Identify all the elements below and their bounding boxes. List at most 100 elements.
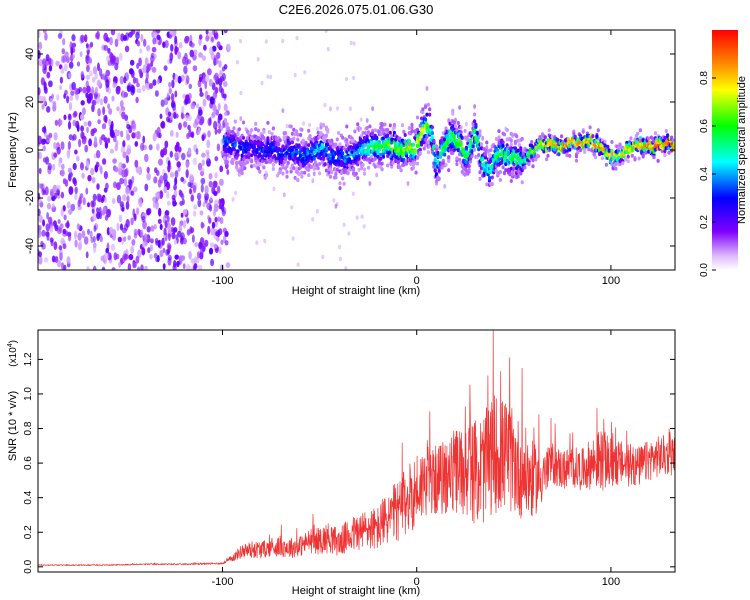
- spectrogram-cell: [169, 150, 173, 158]
- spectrogram-cell: [114, 62, 119, 71]
- spectrogram-cell: [146, 208, 151, 216]
- spectrogram-cell: [409, 161, 413, 166]
- spectrogram-cell: [247, 155, 251, 160]
- spectrogram-x-ticks: -100 0 100: [211, 30, 620, 287]
- spectrogram-cell: [89, 41, 94, 48]
- spectrogram-cell: [74, 87, 79, 95]
- spectrogram-cell: [170, 101, 176, 109]
- spectrogram-cell: [71, 34, 76, 42]
- spectrogram-cell: [100, 197, 104, 204]
- spectrogram-cell: [663, 149, 667, 153]
- spectrogram-cell: [86, 95, 92, 104]
- spectrogram-cell: [157, 218, 162, 225]
- spectrogram-cell: [258, 162, 262, 167]
- spectrogram-cell: [66, 220, 70, 229]
- spectrogram-cell: [297, 143, 301, 148]
- spectrogram-cell: [366, 165, 371, 170]
- spectrogram-cell: [437, 168, 441, 173]
- spectrogram-cell: [316, 126, 319, 132]
- spectrogram-cell: [123, 236, 127, 242]
- spectrogram-cell: [197, 127, 201, 135]
- spectrogram-cell: [149, 244, 153, 252]
- spectrogram-cell: [96, 96, 101, 104]
- spectrogram-cell: [217, 216, 221, 222]
- spectrogram-cell: [91, 76, 96, 83]
- spectrogram-cell: [108, 119, 112, 126]
- spectrogram-cell: [155, 30, 161, 34]
- spectrogram-cell: [337, 131, 341, 135]
- spectrogram-cell: [211, 185, 215, 192]
- spectrogram-cell: [369, 155, 373, 159]
- spectrogram-cell: [70, 203, 76, 212]
- spectrogram-cell: [318, 162, 322, 166]
- spectrogram-cell: [142, 220, 147, 230]
- spectrogram-cell: [81, 172, 85, 179]
- spectrogram-cell: [482, 147, 486, 152]
- spectrogram-cell: [179, 255, 183, 265]
- spectrogram-cell: [45, 223, 51, 232]
- spectrogram-cell: [92, 235, 96, 243]
- spectrogram-cell: [354, 171, 358, 176]
- spectrogram-cell: [413, 161, 417, 165]
- spectrogram-cell: [515, 134, 519, 139]
- spectrogram-cell: [300, 174, 304, 179]
- spectrogram-cell: [603, 143, 607, 148]
- spectrogram-cell: [116, 182, 121, 191]
- spectrogram-cell: [361, 139, 365, 144]
- spectrogram-cell: [56, 260, 62, 268]
- spectrogram-cell: [195, 148, 199, 155]
- spectrogram-cell: [411, 166, 415, 170]
- spectrogram-cell: [138, 57, 142, 67]
- spectrogram-cell: [362, 224, 366, 229]
- spectrogram-cell: [53, 241, 58, 251]
- spectrogram-cell: [424, 105, 428, 109]
- spectrogram-cell: [204, 80, 208, 90]
- spectrogram-cell: [656, 158, 660, 163]
- spectrogram-cell: [53, 152, 58, 158]
- spectrogram-cell: [38, 58, 43, 67]
- spectrogram-cell: [383, 122, 387, 127]
- spectrogram-cell: [557, 152, 561, 157]
- spectrogram-cell: [77, 232, 82, 241]
- spectrogram-cell: [48, 80, 53, 88]
- spectrogram-cell: [463, 128, 467, 133]
- spectrogram-cell: [409, 158, 413, 163]
- spectrogram-cell: [402, 129, 406, 134]
- spectrogram-cell: [365, 118, 369, 123]
- spectrogram-cell: [200, 177, 206, 185]
- spectrogram-cell: [103, 171, 108, 180]
- spectrogram-cell: [300, 127, 304, 132]
- spectrogram-cell: [170, 44, 174, 52]
- spectrogram-cell: [38, 225, 42, 231]
- spectrogram-cell: [102, 206, 107, 215]
- spectrogram-cell: [265, 144, 269, 149]
- spectrogram-cell: [424, 117, 428, 122]
- spectrogram-cell: [344, 266, 348, 270]
- spectrogram-cell: [38, 30, 41, 39]
- spectrogram-cell: [215, 109, 219, 116]
- spectrogram-cell: [170, 93, 175, 102]
- spectrogram-cell: [63, 63, 68, 72]
- spectrogram-cell: [91, 208, 95, 214]
- spectrogram-cell: [430, 135, 434, 140]
- spectrogram-cell: [135, 166, 141, 174]
- spectrogram-cell: [212, 104, 217, 112]
- y-tick-label: 0.0: [23, 559, 34, 573]
- spectrogram-cell: [144, 265, 148, 270]
- spectrogram-cell: [125, 186, 130, 196]
- spectrogram-cell: [277, 142, 281, 147]
- spectrogram-cell: [67, 120, 72, 130]
- spectrogram-cell: [162, 263, 166, 270]
- spectrogram-cell: [574, 154, 579, 159]
- spectrogram-cell: [455, 156, 459, 161]
- spectrogram-cell: [626, 154, 630, 159]
- spectrogram-cell: [178, 42, 183, 49]
- spectrogram-cell: [388, 130, 392, 135]
- spectrogram-cell: [321, 254, 325, 260]
- spectrogram-cell: [545, 157, 549, 162]
- spectrogram-cell: [218, 246, 222, 254]
- spectrogram-cell: [473, 147, 477, 152]
- spectrogram-cell: [46, 71, 51, 79]
- spectrogram-cell: [168, 233, 171, 241]
- spectrogram-cell: [68, 102, 73, 111]
